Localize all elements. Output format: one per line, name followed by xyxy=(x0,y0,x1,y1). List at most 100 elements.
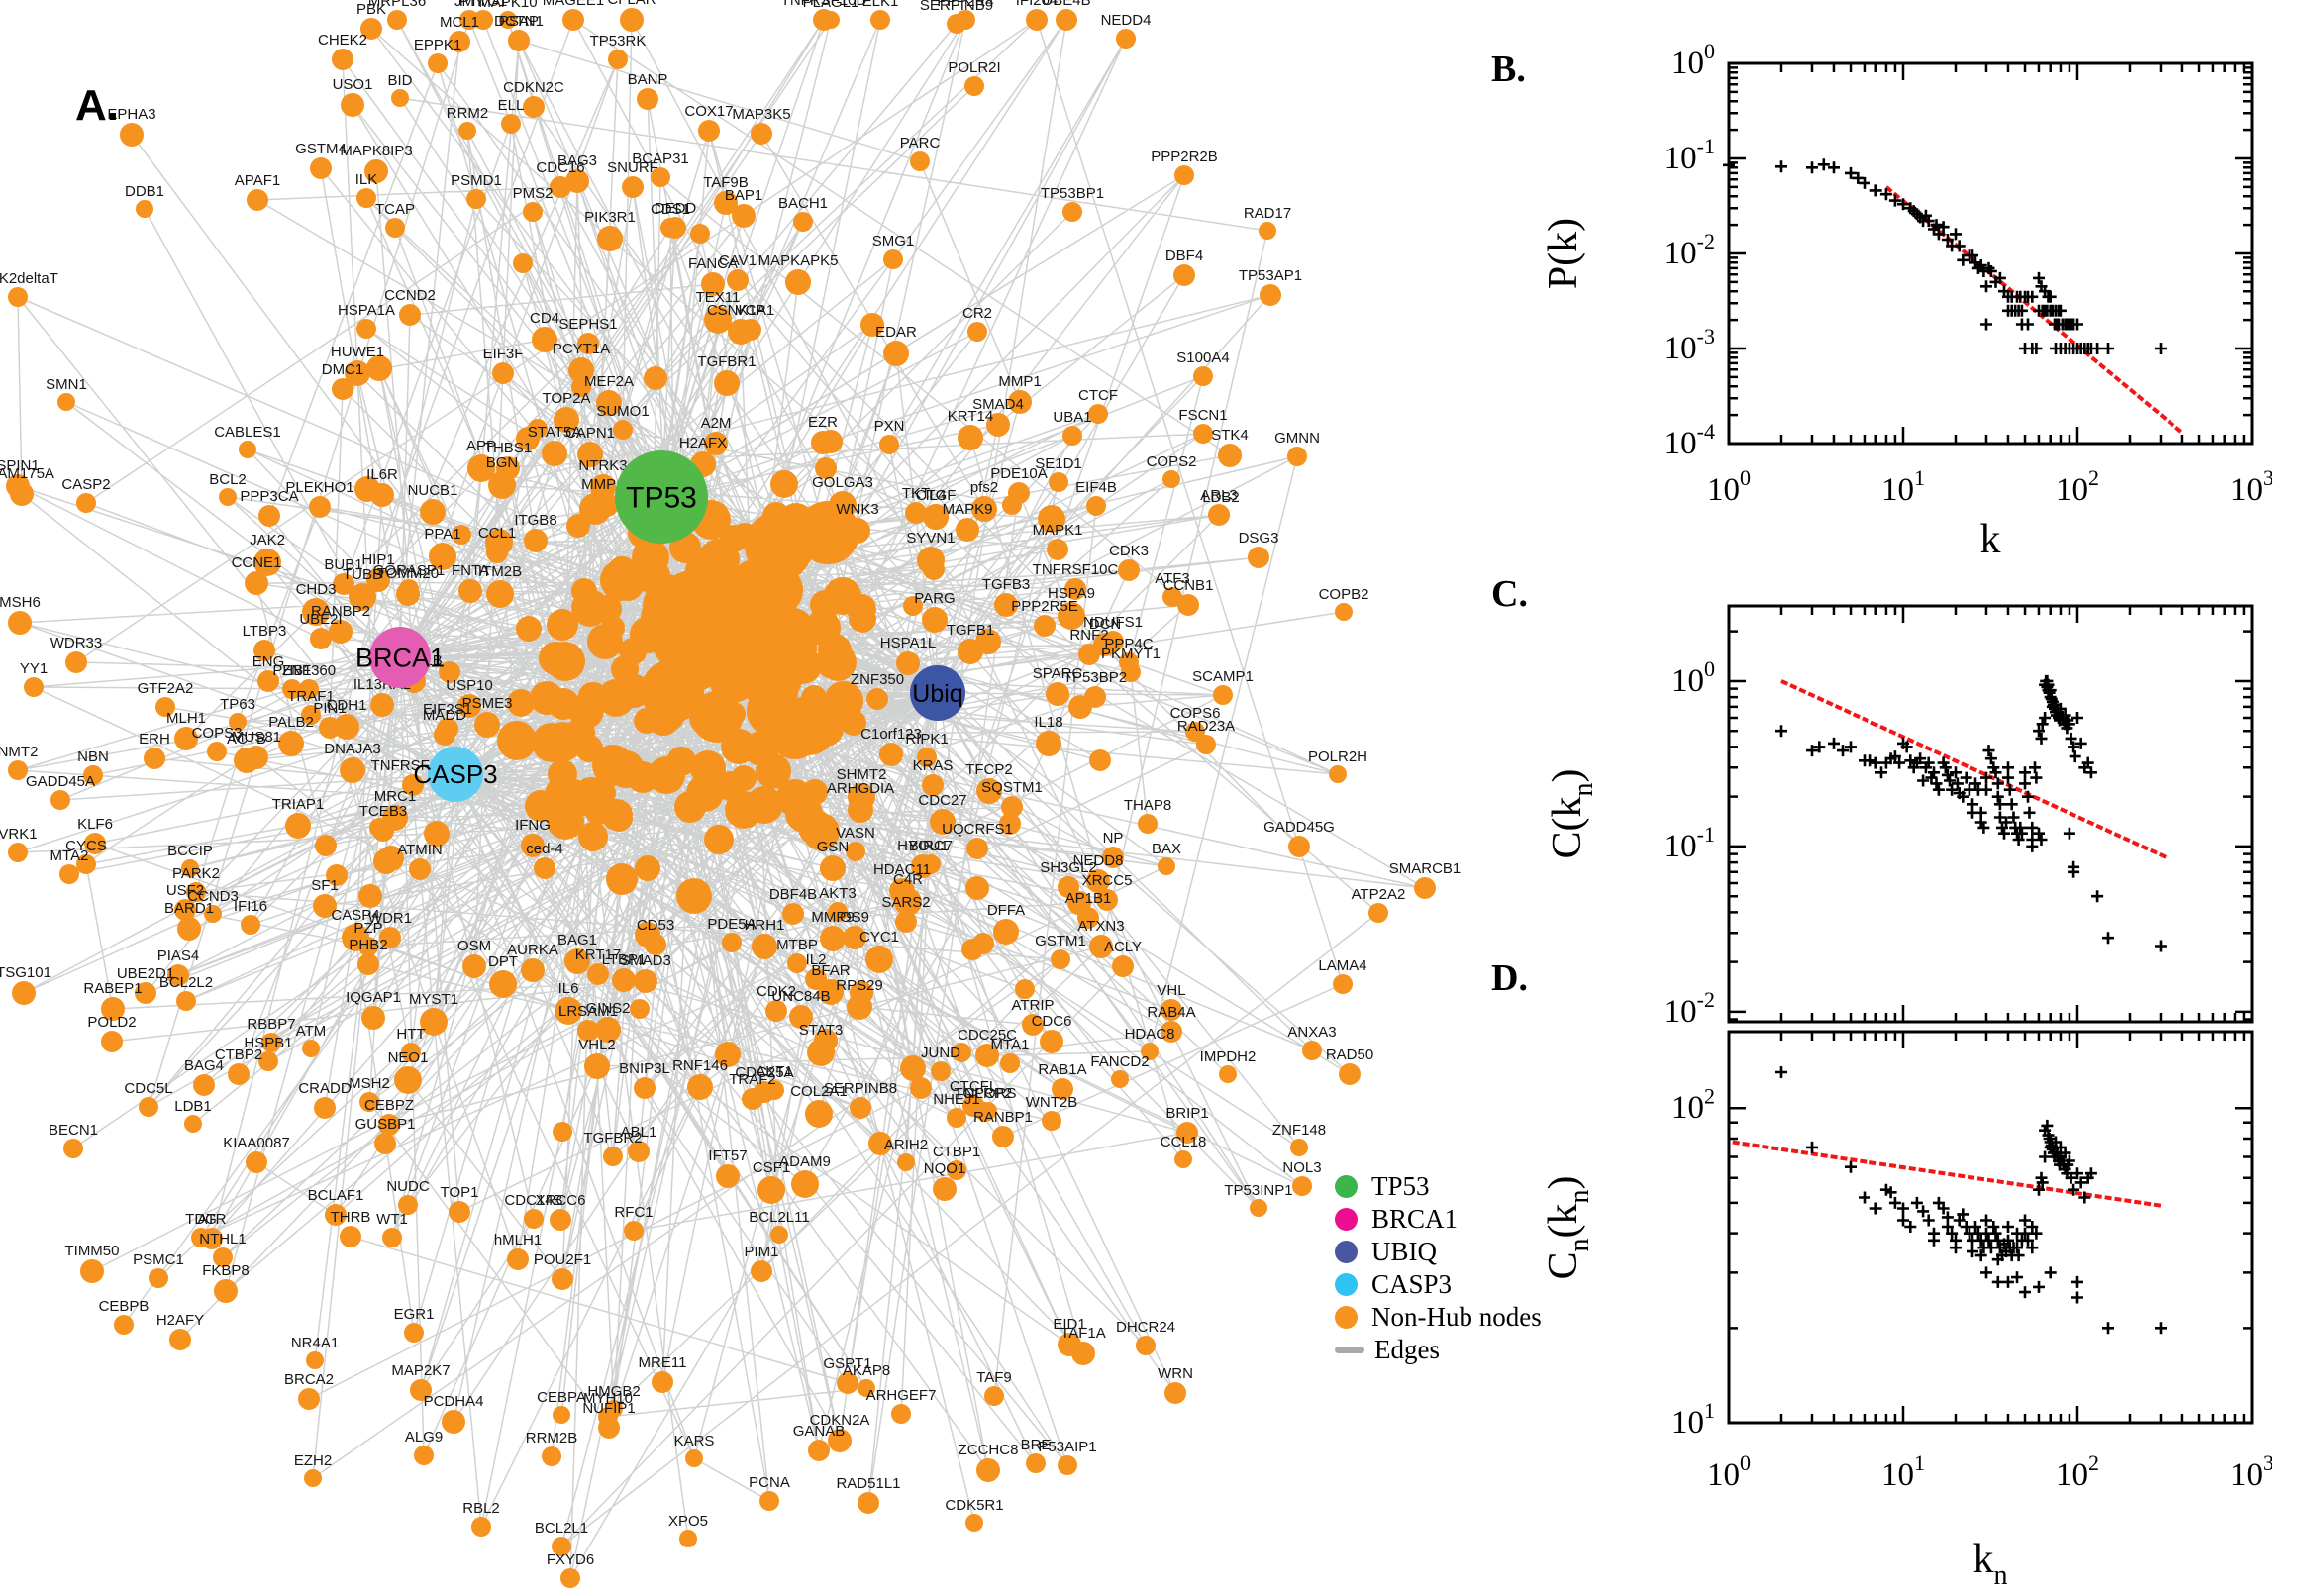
gene-label: KARS xyxy=(674,1433,715,1449)
plot-box xyxy=(1727,1030,2254,1425)
gene-label: EPHA3 xyxy=(107,106,155,123)
gene-node xyxy=(278,731,304,756)
gene-node xyxy=(975,1044,999,1067)
gene-label: C4R xyxy=(893,871,923,888)
gene-node xyxy=(964,76,984,96)
gene-label: MTA1 xyxy=(991,1037,1030,1053)
legend-label: BRCA1 xyxy=(1371,1204,1459,1234)
gene-label: PPP2R4 xyxy=(937,0,994,10)
gene-node xyxy=(895,911,917,933)
gene-label: XRCC5 xyxy=(1082,872,1133,889)
gene-node xyxy=(546,642,585,681)
gene-node xyxy=(420,499,446,525)
gene-node xyxy=(492,362,514,384)
gene-node xyxy=(8,611,32,635)
gene-node xyxy=(139,1097,158,1117)
gene-node xyxy=(704,432,728,455)
gene-node xyxy=(358,884,382,908)
gene-label: JAK2 xyxy=(250,532,285,549)
gene-node xyxy=(947,1108,966,1128)
gene-node xyxy=(698,120,720,142)
gene-node xyxy=(524,529,548,552)
gene-node xyxy=(1161,999,1182,1021)
gene-node xyxy=(1047,539,1068,560)
gene-label: ATM xyxy=(296,1023,327,1040)
gene-node xyxy=(879,743,903,766)
gene-label: MAPK9 xyxy=(943,501,993,518)
gene-node xyxy=(976,778,1002,804)
gene-node xyxy=(306,1351,324,1369)
y-tick-label: 102 xyxy=(1671,1083,1715,1126)
gene-node xyxy=(714,370,740,396)
gene-label: ATRIP xyxy=(1011,997,1054,1014)
gene-label: MAGEE1 xyxy=(543,0,605,9)
y-tick-label: 10-1 xyxy=(1665,822,1715,864)
gene-label: ABL1 xyxy=(621,1124,657,1141)
gene-label: HIP1 xyxy=(361,551,394,568)
gene-node xyxy=(414,1446,434,1465)
gene-node xyxy=(114,1315,134,1335)
gene-node xyxy=(50,790,70,810)
gene-node xyxy=(597,226,623,251)
gene-label: GSPT1 xyxy=(823,1355,871,1372)
gene-label: S100A4 xyxy=(1176,349,1229,366)
y-axis-title: P(k) xyxy=(1541,218,1586,289)
gene-node xyxy=(759,1491,779,1511)
gene-node xyxy=(83,765,103,785)
gene-label: KLF6 xyxy=(77,816,113,833)
gene-node xyxy=(952,1043,971,1062)
gene-node xyxy=(685,1449,703,1467)
scatter-markers xyxy=(1723,158,2167,354)
gene-node xyxy=(1329,765,1347,783)
gene-node xyxy=(1058,1455,1077,1475)
gene-node xyxy=(186,882,206,902)
gene-label: BAG1 xyxy=(557,932,597,948)
gene-label: USP10 xyxy=(446,677,493,694)
gene-label: TP63 xyxy=(220,696,255,713)
gene-label: TAF9B xyxy=(703,174,749,191)
gene-node xyxy=(258,505,280,527)
gene-node xyxy=(595,1017,621,1043)
gene-node xyxy=(219,488,237,506)
gene-node xyxy=(858,1492,879,1514)
gene-label: SF1 xyxy=(311,877,339,894)
gene-node xyxy=(542,1446,561,1466)
gene-node xyxy=(547,609,578,641)
gene-node xyxy=(452,525,471,545)
gene-label: XRCC6 xyxy=(536,1192,586,1209)
gene-label: FNTA xyxy=(452,562,489,579)
gene-label: POLR2I xyxy=(948,59,1000,76)
gene-label: CYCS xyxy=(65,838,107,854)
gene-node xyxy=(584,1053,610,1079)
gene-label: CCL1 xyxy=(478,525,516,542)
gene-node xyxy=(798,810,834,846)
gene-label: LRSAM1 xyxy=(558,1003,618,1020)
gene-node xyxy=(894,888,922,916)
gene-label: IQGAP1 xyxy=(346,989,401,1006)
x-tick-label: 101 xyxy=(1881,465,1925,508)
gene-node xyxy=(373,848,399,874)
gene-node xyxy=(1162,470,1180,488)
gene-node xyxy=(787,953,807,973)
gene-label: YY1 xyxy=(20,660,48,677)
gene-label: THAP8 xyxy=(1124,797,1171,814)
gene-node xyxy=(1164,1382,1186,1404)
gene-node xyxy=(714,191,738,215)
gene-label: PLEKHO1 xyxy=(285,479,354,496)
gene-label: MSH2 xyxy=(349,1075,390,1092)
gene-label: VHL xyxy=(1157,982,1185,999)
gene-node xyxy=(534,857,556,879)
gene-label: UQCRFS1 xyxy=(942,821,1013,838)
gene-label: MYST1 xyxy=(409,991,458,1008)
gene-label: CEBPB xyxy=(99,1298,150,1315)
gene-label: HDAC8 xyxy=(1125,1026,1175,1043)
gene-node xyxy=(1058,602,1085,630)
gene-node xyxy=(732,204,756,228)
gene-label: FSCN1 xyxy=(1178,407,1227,424)
gene-label: GSTM1 xyxy=(1035,933,1086,949)
gene-label: SMAD3 xyxy=(620,952,671,969)
node-swatch-icon xyxy=(1335,1175,1358,1198)
gene-label: CTCFL xyxy=(950,1078,997,1095)
gene-node xyxy=(1161,1021,1182,1043)
gene-label: GSN xyxy=(817,839,850,855)
